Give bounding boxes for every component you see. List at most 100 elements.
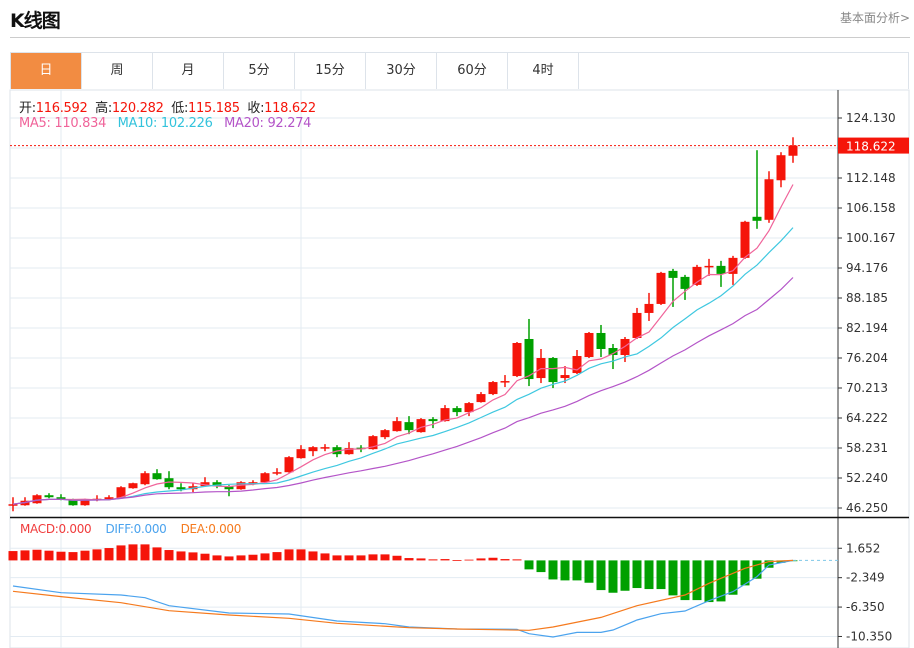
price-tick-label: 106.158: [846, 201, 896, 215]
price-tick-label: 94.176: [846, 261, 888, 275]
candle-body: [416, 419, 426, 433]
candle: [524, 318, 534, 387]
tab-15min[interactable]: 15分: [295, 53, 366, 89]
candle: [320, 444, 330, 452]
candle: [584, 331, 594, 359]
candle-body: [764, 179, 774, 220]
macd-bar: [272, 552, 282, 561]
macd-bar: [68, 552, 78, 561]
candle: [596, 324, 606, 358]
ma-info: MA5: 110.834 MA10: 102.226 MA20: 92.274: [19, 116, 311, 131]
tab-month[interactable]: 月: [153, 53, 224, 89]
macd-tick-label: 1.652: [846, 541, 880, 555]
macd-bar: [284, 549, 294, 561]
candle-body: [80, 499, 90, 506]
period-tabs: 日 周 月 5分 15分 30分 60分 4时: [10, 52, 909, 89]
candle-body: [596, 332, 606, 350]
ma20-line: [12, 277, 794, 505]
macd-bar: [104, 548, 114, 561]
candle-body: [440, 408, 450, 422]
candle: [128, 482, 138, 489]
candle-body: [428, 419, 438, 422]
macd-bar: [20, 550, 30, 561]
tab-60min[interactable]: 60分: [437, 53, 508, 89]
candle: [260, 472, 270, 483]
tab-4hour[interactable]: 4时: [508, 53, 579, 89]
macd-bar: [116, 545, 126, 561]
candle: [776, 152, 786, 188]
macd-bar: [416, 558, 426, 561]
candle-body: [104, 497, 114, 500]
candle-body: [500, 381, 510, 383]
candle: [452, 406, 462, 417]
macd-bar: [392, 555, 402, 561]
open-value: 116.592: [35, 101, 88, 116]
macd-bar: [224, 556, 234, 561]
macd-bar: [56, 551, 66, 561]
candle-body: [164, 478, 174, 488]
fundamental-analysis-link[interactable]: 基本面分析>: [839, 11, 910, 25]
candle: [476, 392, 486, 403]
ohlc-info: 开:116.592 高:120.282 低:115.185 收:118.622: [19, 97, 316, 116]
high-value: 120.282: [111, 101, 164, 116]
diff-value: DIFF:0.000: [105, 522, 167, 536]
candle: [764, 171, 774, 223]
tab-30min[interactable]: 30分: [366, 53, 437, 89]
price-tick-label: 112.148: [846, 171, 896, 185]
candle-body: [668, 270, 678, 278]
tab-week[interactable]: 周: [82, 53, 153, 89]
candle-body: [140, 473, 150, 485]
candle-body: [548, 358, 558, 383]
macd-bar: [536, 560, 546, 573]
macd-bar: [404, 558, 414, 561]
macd-bar: [80, 550, 90, 561]
macd-bar: [176, 551, 186, 561]
macd-bar: [8, 551, 18, 561]
macd-bar: [488, 557, 498, 561]
macd-bar: [608, 560, 618, 593]
candle-body: [584, 332, 594, 358]
candle-body: [44, 495, 54, 498]
tab-5min[interactable]: 5分: [224, 53, 295, 89]
macd-bar: [344, 555, 354, 561]
price-tick-label: 100.167: [846, 231, 896, 245]
macd-tick-label: -2.349: [846, 571, 885, 585]
macd-bar: [512, 559, 522, 561]
candle-body: [656, 272, 666, 304]
price-tick-label: 82.194: [846, 321, 888, 335]
candle-body: [320, 447, 330, 449]
candle-body: [608, 348, 618, 356]
macd-bar: [44, 550, 54, 561]
ma5-line: [12, 184, 794, 505]
macd-bar: [680, 560, 690, 601]
ma10-value: MA10: 102.226: [117, 116, 213, 131]
macd-bar: [584, 560, 594, 583]
candle: [392, 417, 402, 432]
tab-day[interactable]: 日: [11, 53, 82, 89]
candle-body: [260, 473, 270, 483]
macd-bar: [500, 559, 510, 561]
macd-bar: [476, 558, 486, 561]
candle-body: [716, 265, 726, 274]
macd-bar: [188, 552, 198, 561]
candle-body: [68, 499, 78, 506]
dea-value: DEA:0.000: [180, 522, 242, 536]
macd-bar: [692, 560, 702, 601]
ma20-value: MA20: 92.274: [224, 116, 312, 131]
ma10-line: [12, 227, 794, 505]
macd-bar: [572, 560, 582, 581]
macd-bar: [260, 553, 270, 561]
candle: [788, 137, 798, 163]
candle: [548, 357, 558, 389]
macd-bar: [332, 555, 342, 561]
candle: [8, 497, 18, 512]
macd-bar: [464, 559, 474, 561]
macd-bar: [128, 544, 138, 561]
macd-bar: [644, 560, 654, 590]
candle: [512, 341, 522, 378]
candle-body: [272, 472, 282, 474]
candle-body: [644, 303, 654, 313]
macd-bar: [200, 553, 210, 561]
macd-bar: [152, 547, 162, 561]
